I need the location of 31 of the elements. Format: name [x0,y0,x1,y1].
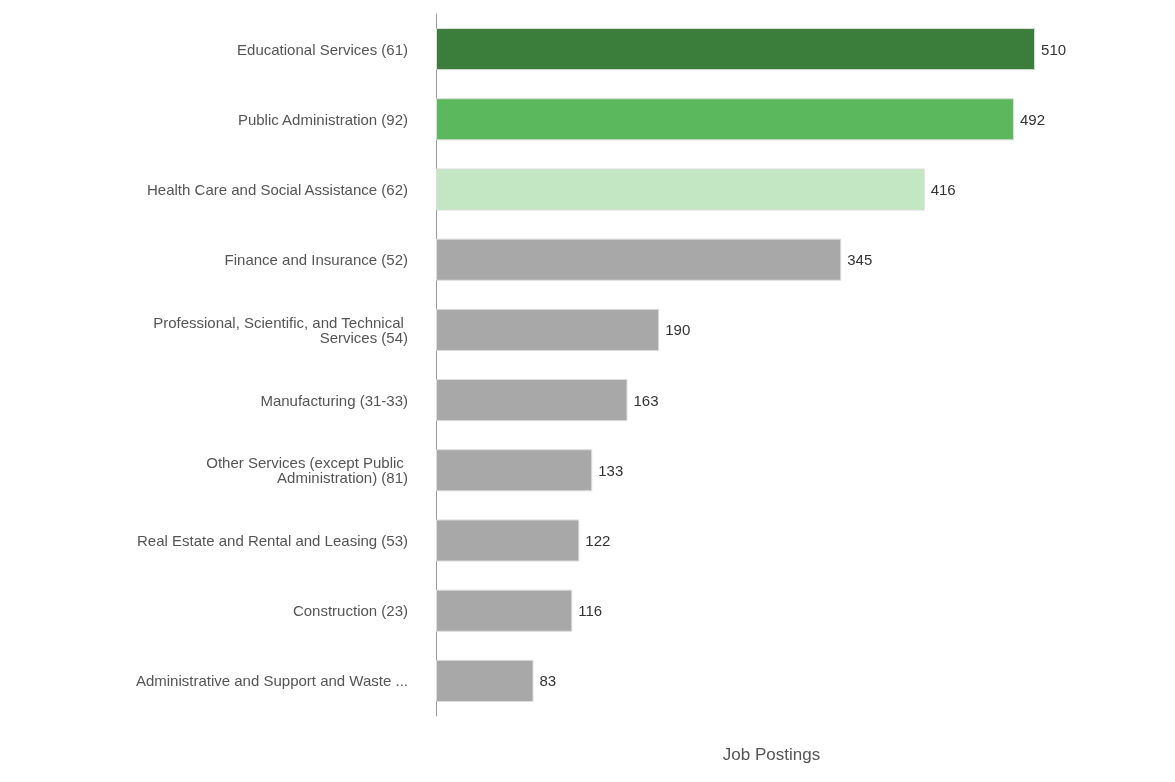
bar [436,589,573,632]
y-tick-label: Health Care and Social Assistance (62) [147,181,408,198]
bar [436,98,1014,141]
x-axis-title: Job Postings [722,745,821,764]
data-label: 416 [930,181,956,198]
y-tick-label: Real Estate and Rental and Leasing (53) [136,532,408,549]
bar [436,308,660,351]
data-label: 510 [1041,40,1067,58]
y-tick-label: Finance and Insurance (52) [224,251,408,269]
data-label: 190 [665,321,691,339]
bar [436,449,593,492]
data-label: 492 [1019,110,1045,128]
data-label: 133 [598,461,624,479]
y-tick-label: Professional, Scientific, and Technical Services (54) [153,313,408,346]
y-tick-label: Construction (23) [292,602,408,620]
bar [436,519,580,562]
bar [436,168,925,211]
bar [436,379,628,422]
bar [436,238,842,281]
y-tick-label: Other Services (except Public Administration) (81) [206,454,408,487]
y-tick-label: Educational Services (61) [237,40,408,58]
bar [436,28,1036,71]
y-tick-label: Manufacturing (31-33) [260,391,408,409]
data-label: 83 [539,672,557,690]
data-label: 116 [578,602,603,620]
data-label: 345 [847,251,873,269]
y-tick-label: Public Administration (92) [237,110,408,128]
bar [436,659,534,702]
data-label: 163 [633,391,659,409]
data-label: 122 [585,532,611,549]
y-tick-label: Administrative and Support and Waste ... [135,672,408,690]
